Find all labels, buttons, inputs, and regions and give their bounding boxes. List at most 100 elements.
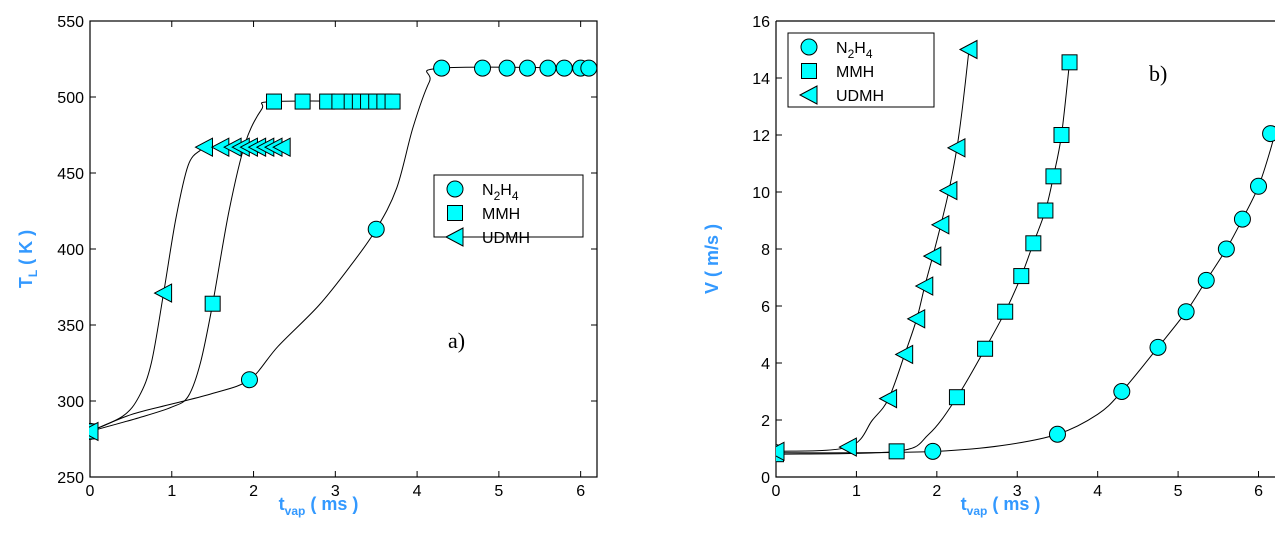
chart-temperature: 0 1 2 3 4 5 6 250 300 350 400 450 500 550 tvap ( ms ) T… [16,14,598,518]
panel-label: a) [448,328,465,353]
data-point [367,220,385,238]
data-point [938,180,958,201]
y-tick-label: 350 [57,318,84,335]
series-curve-n2h4 [89,66,597,432]
y-tick-label: 500 [57,90,84,107]
plot-area [776,39,1275,463]
y-tick-label: 250 [57,470,84,487]
data-point [958,39,978,60]
data-point [555,59,573,77]
legend-marker-n2h4 [800,38,818,56]
data-point [922,246,942,266]
series-points-n2h4 [776,125,1275,462]
x-tick-label: 0 [772,483,781,500]
series-curve-mmh [776,62,1071,455]
legend-entry-mmh: MMH [836,64,874,81]
panel-label: b) [1149,61,1167,86]
x-axis-label: tvap ( ms ) [279,494,359,518]
plot-frame [89,20,598,478]
legend-marker-n2h4 [446,180,464,198]
data-point [384,93,401,110]
x-tick-label: 2 [932,483,941,500]
data-point [946,137,966,158]
data-point [1048,425,1066,443]
data-point [1045,168,1062,185]
series-points-mmh [89,93,401,440]
data-point [997,303,1014,320]
legend-marker-udmh [798,85,818,105]
y-tick-label: 450 [57,166,84,183]
data-point [272,137,291,157]
plot-area [89,59,597,442]
y-tick-label: 8 [761,242,770,259]
data-point [906,308,926,329]
data-point [878,388,898,409]
data-point [240,371,258,389]
data-point [265,93,282,110]
data-point [977,340,994,357]
x-tick-label: 0 [86,483,95,500]
series-points-mmh [776,54,1078,463]
data-point [1197,271,1215,289]
data-point [1053,127,1070,143]
data-point [294,93,311,110]
series-points-udmh [776,39,978,462]
y-tick-label: 12 [752,128,770,145]
x-tick-label: 1 [852,483,861,500]
y-tick-label: 300 [57,394,84,411]
data-point [153,283,173,303]
data-point [1233,210,1251,228]
legend-entry-n2h4: N2H4 [482,182,519,203]
y-tick-label: 0 [761,470,770,487]
data-point [518,59,536,77]
x-tick-label: 6 [1254,483,1263,500]
data-point [948,389,965,406]
x-tick-label: 1 [167,483,176,500]
data-point [539,59,557,77]
data-point [1113,383,1131,400]
data-point [924,442,942,460]
data-point [1025,235,1042,252]
x-tick-label: 5 [494,483,503,500]
data-point [776,441,785,462]
data-point [89,421,99,442]
data-point [914,276,934,296]
data-point [580,59,597,77]
x-tick-label: 4 [413,483,422,500]
data-point [1177,303,1195,321]
y-axis-label: TL ( K ) [16,230,40,288]
data-point [1149,338,1167,356]
legend-marker-mmh [447,205,463,221]
data-point [433,59,451,77]
x-tick-label: 3 [331,483,340,500]
data-point [894,344,914,365]
x-axis-label: tvap ( ms ) [961,494,1041,518]
y-tick-label: 10 [752,185,770,202]
data-point [1262,125,1275,143]
y-axis-label: V ( m/s ) [702,224,722,294]
data-point [204,295,221,312]
legend-entry-n2h4: N2H4 [836,40,873,61]
series-curve-udmh [89,146,287,432]
series-points-n2h4 [89,59,597,440]
y-tick-label: 2 [761,413,770,430]
data-point [1037,202,1054,219]
legend-marker-mmh [801,63,817,79]
y-tick-label: 400 [57,242,84,259]
series-curve-mmh [89,100,393,432]
x-tick-label: 5 [1174,483,1183,500]
data-point [1217,240,1235,258]
data-point [1250,177,1268,195]
y-tick-label: 14 [752,71,770,88]
y-tick-label: 6 [761,299,770,316]
data-point [1061,54,1078,71]
data-point [194,137,213,157]
legend-entry-udmh: UDMH [482,230,530,247]
x-tick-label: 2 [249,483,258,500]
x-tick-label: 6 [576,483,585,500]
x-tick-label: 4 [1093,483,1102,500]
y-tick-label: 16 [752,14,770,31]
data-point [498,59,516,77]
